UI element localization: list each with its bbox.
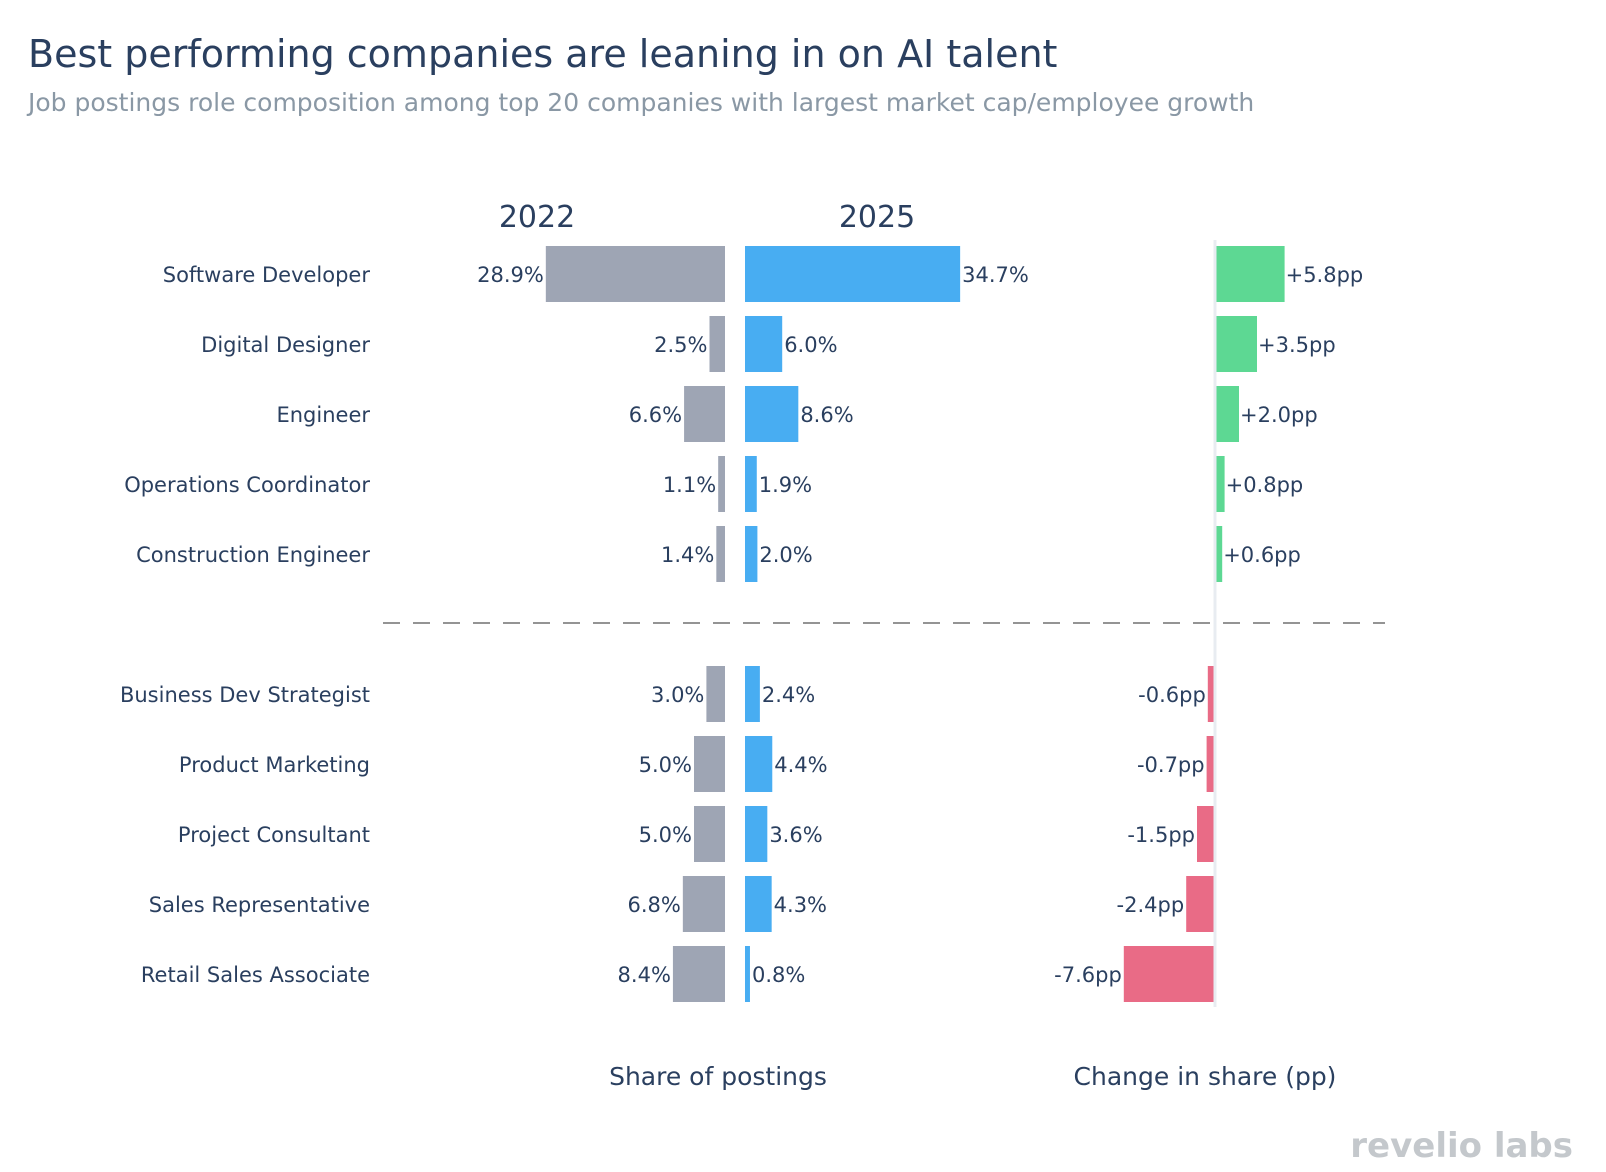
value-label-2025: 8.6% bbox=[800, 403, 853, 427]
value-label-change: +2.0pp bbox=[1240, 403, 1318, 427]
category-label: Sales Representative bbox=[149, 893, 370, 917]
value-label-change: -2.4pp bbox=[1117, 893, 1185, 917]
bar-2022 bbox=[718, 456, 725, 512]
bar-2022 bbox=[684, 386, 725, 442]
value-label-change: -1.5pp bbox=[1127, 823, 1195, 847]
value-label-2025: 4.3% bbox=[774, 893, 827, 917]
value-label-2025: 2.0% bbox=[759, 543, 812, 567]
value-label-2022: 6.8% bbox=[627, 893, 680, 917]
bar-2022 bbox=[672, 946, 725, 1002]
bar-2022 bbox=[706, 666, 725, 722]
chart-title: Best performing companies are leaning in… bbox=[28, 32, 1057, 76]
bar-change-increase bbox=[1215, 526, 1223, 582]
value-label-2025: 4.4% bbox=[774, 753, 827, 777]
bar-change-decrease bbox=[1207, 666, 1215, 722]
year-label-2025: 2025 bbox=[839, 200, 915, 235]
bar-2025 bbox=[745, 316, 783, 372]
category-label: Business Dev Strategist bbox=[120, 683, 370, 707]
value-label-change: +0.8pp bbox=[1226, 473, 1304, 497]
category-label: Project Consultant bbox=[178, 823, 370, 847]
value-label-2025: 0.8% bbox=[752, 963, 805, 987]
chart-subtitle: Job postings role composition among top … bbox=[26, 88, 1254, 117]
bar-2025 bbox=[745, 526, 758, 582]
value-label-change: +3.5pp bbox=[1258, 333, 1336, 357]
bars-layer: Software Developer 28.9% 34.7% +5.8pp Digita… bbox=[120, 246, 1363, 1002]
bar-change-increase bbox=[1215, 386, 1239, 442]
bar-change-increase bbox=[1215, 456, 1225, 512]
value-label-2022: 5.0% bbox=[639, 753, 692, 777]
value-label-2022: 1.1% bbox=[663, 473, 716, 497]
x-axis-title-change: Change in share (pp) bbox=[1074, 1062, 1337, 1091]
value-label-2022: 8.4% bbox=[618, 963, 671, 987]
value-label-2022: 2.5% bbox=[654, 333, 707, 357]
bar-2022 bbox=[694, 806, 725, 862]
value-label-change: -0.6pp bbox=[1138, 683, 1206, 707]
revelio-labs-logo: revelio labs bbox=[1350, 1126, 1573, 1166]
x-axis-title-share: Share of postings bbox=[609, 1062, 827, 1091]
value-label-2022: 6.6% bbox=[629, 403, 682, 427]
category-label: Software Developer bbox=[163, 263, 371, 287]
value-label-2025: 1.9% bbox=[759, 473, 812, 497]
bar-change-decrease bbox=[1206, 736, 1215, 792]
bar-2025 bbox=[745, 386, 799, 442]
category-label: Construction Engineer bbox=[136, 543, 370, 567]
value-label-2025: 2.4% bbox=[762, 683, 815, 707]
category-label: Product Marketing bbox=[179, 753, 370, 777]
value-label-2022: 3.0% bbox=[651, 683, 704, 707]
category-label: Engineer bbox=[276, 403, 370, 427]
value-label-change: -0.7pp bbox=[1137, 753, 1205, 777]
value-label-2025: 3.6% bbox=[769, 823, 822, 847]
bar-2022 bbox=[545, 246, 725, 302]
value-label-change: +0.6pp bbox=[1223, 543, 1301, 567]
year-label-2022: 2022 bbox=[499, 200, 575, 235]
bar-change-increase bbox=[1215, 246, 1285, 302]
value-label-2022: 5.0% bbox=[639, 823, 692, 847]
value-label-change: +5.8pp bbox=[1286, 263, 1364, 287]
bar-2025 bbox=[745, 946, 750, 1002]
bar-change-increase bbox=[1215, 316, 1257, 372]
bar-2025 bbox=[745, 736, 773, 792]
value-label-change: -7.6pp bbox=[1054, 963, 1122, 987]
bar-2025 bbox=[745, 876, 772, 932]
value-label-2022: 1.4% bbox=[661, 543, 714, 567]
bar-2022 bbox=[694, 736, 725, 792]
category-label: Retail Sales Associate bbox=[141, 963, 370, 987]
bar-2025 bbox=[745, 666, 760, 722]
value-label-2022: 28.9% bbox=[477, 263, 544, 287]
bar-2022 bbox=[709, 316, 725, 372]
bar-change-decrease bbox=[1197, 806, 1215, 862]
bar-2022 bbox=[682, 876, 725, 932]
value-label-2025: 34.7% bbox=[962, 263, 1029, 287]
category-label: Digital Designer bbox=[201, 333, 370, 357]
bar-change-decrease bbox=[1123, 946, 1215, 1002]
bar-2022 bbox=[716, 526, 725, 582]
bar-change-decrease bbox=[1186, 876, 1215, 932]
bar-2025 bbox=[745, 806, 768, 862]
bar-2025 bbox=[745, 456, 757, 512]
category-label: Operations Coordinator bbox=[124, 473, 370, 497]
bar-2025 bbox=[745, 246, 961, 302]
value-label-2025: 6.0% bbox=[784, 333, 837, 357]
